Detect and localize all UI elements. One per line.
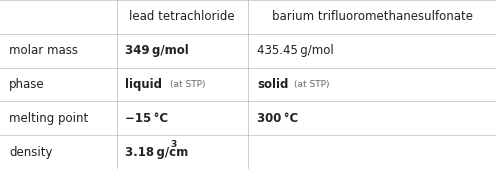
Text: barium trifluoromethanesulfonate: barium trifluoromethanesulfonate — [271, 10, 473, 23]
Text: (at STP): (at STP) — [294, 80, 330, 89]
Text: liquid: liquid — [125, 78, 163, 91]
Text: 3: 3 — [170, 140, 176, 149]
Text: density: density — [9, 146, 53, 159]
Text: melting point: melting point — [9, 112, 88, 125]
Text: lead tetrachloride: lead tetrachloride — [129, 10, 235, 23]
Text: phase: phase — [9, 78, 45, 91]
Text: 349 g/mol: 349 g/mol — [125, 44, 189, 57]
Text: 3.18 g/cm: 3.18 g/cm — [125, 146, 189, 159]
Text: (at STP): (at STP) — [171, 80, 206, 89]
Text: solid: solid — [257, 78, 288, 91]
Text: 435.45 g/mol: 435.45 g/mol — [257, 44, 334, 57]
Text: −15 °C: −15 °C — [125, 112, 169, 125]
Text: molar mass: molar mass — [9, 44, 78, 57]
Text: 300 °C: 300 °C — [257, 112, 298, 125]
